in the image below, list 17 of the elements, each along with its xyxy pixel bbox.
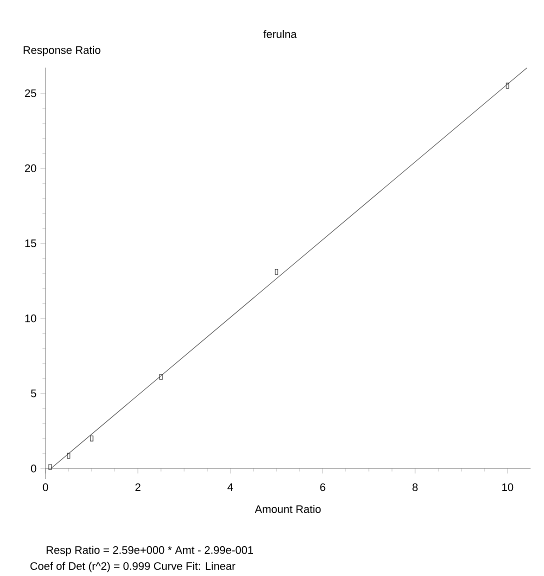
chart-title: ferulna [263, 30, 297, 38]
text: Resp Ratio = 2.59e+000 * Amt - 2.99e-001 [46, 546, 254, 556]
x-tick-label: 0 [42, 483, 48, 492]
x-tick-label: 8 [412, 483, 418, 492]
y-axis-title: Response Ratio [24, 46, 100, 56]
x-tick-label: 10 [502, 483, 514, 492]
y-tick-label: 15 [25, 240, 36, 248]
y-tick-label: 25 [25, 89, 36, 98]
y-tick-label: 5 [30, 390, 36, 398]
x-tick-label: 4 [228, 483, 234, 491]
y-tick-label: 10 [25, 314, 36, 322]
text: Coef of Det (r^2) = 0.999 Curve Fit: Linear [30, 562, 236, 572]
x-axis-title: Amount Ratio [254, 504, 321, 514]
y-tick-label: 0 [30, 464, 36, 472]
x-tick-label: 6 [320, 483, 326, 492]
x-tick-label: 2 [135, 483, 140, 491]
y-tick-label: 20 [25, 164, 36, 172]
